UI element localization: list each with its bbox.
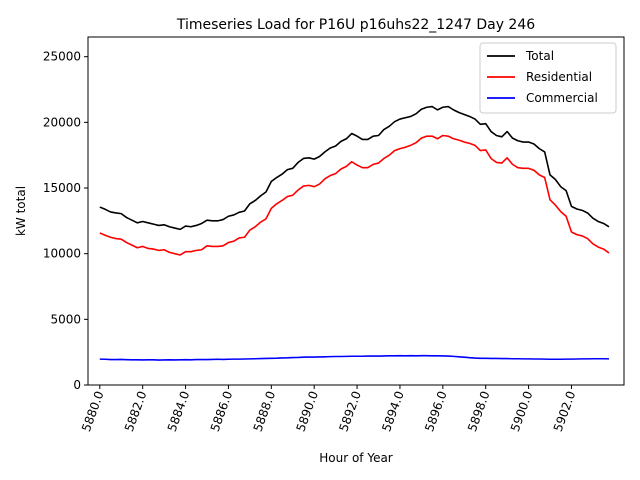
x-axis-label: Hour of Year xyxy=(319,451,393,465)
chart-title: Timeseries Load for P16U p16uhs22_1247 D… xyxy=(176,17,535,33)
y-tick-label: 20000 xyxy=(43,115,81,129)
legend-label-residential: Residential xyxy=(526,70,592,84)
legend-items: Total Residential Commercial xyxy=(487,49,598,105)
legend-box xyxy=(479,42,617,114)
legend-label-total: Total xyxy=(525,49,554,63)
y-tick-label: 25000 xyxy=(43,50,81,64)
series-line-residential xyxy=(99,134,610,256)
y-tick-label: 10000 xyxy=(43,247,81,261)
series-line-total xyxy=(99,105,610,231)
legend: Total Residential Commercial xyxy=(479,42,617,114)
series-lines xyxy=(99,105,610,361)
legend-label-commercial: Commercial xyxy=(526,91,598,105)
plot-frame xyxy=(87,36,625,386)
series-line-commercial xyxy=(99,354,610,361)
y-tick-label: 15000 xyxy=(43,181,81,195)
y-tick-label: 0 xyxy=(73,378,81,392)
y-axis-ticks: 0 5000 10000 15000 20000 25000 xyxy=(43,50,88,392)
y-axis-label: kW total xyxy=(14,186,28,236)
y-tick-label: 5000 xyxy=(50,312,81,326)
